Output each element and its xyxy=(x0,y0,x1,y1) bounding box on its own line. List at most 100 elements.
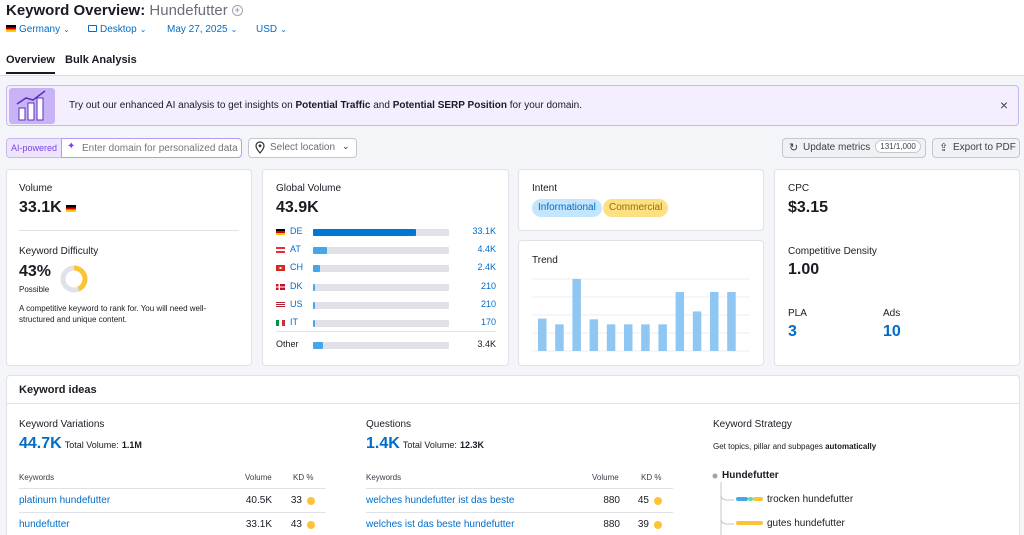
trend-bar[interactable] xyxy=(606,324,616,351)
domain-input[interactable] xyxy=(61,138,242,158)
trend-bar[interactable] xyxy=(675,291,685,351)
country-volume[interactable]: 2.4K xyxy=(477,262,496,273)
trend-bar[interactable] xyxy=(710,291,719,351)
keyword-link[interactable]: platinum hundefutter xyxy=(19,495,111,506)
chevron-down-icon: ⌄ xyxy=(63,25,70,34)
currency-selector[interactable]: USD ⌄ xyxy=(256,24,287,35)
country-code[interactable]: CH xyxy=(290,262,303,273)
refresh-icon: ↻ xyxy=(789,142,799,154)
country-volume[interactable]: 33.1K xyxy=(472,226,496,236)
volume-bar-fill xyxy=(313,320,315,327)
chevron-down-icon: ⌄ xyxy=(280,25,287,34)
tab-overview[interactable]: Overview xyxy=(6,54,55,74)
column-header-keywords: Keywords xyxy=(366,473,402,482)
trend-bar[interactable] xyxy=(727,291,736,351)
question-link[interactable]: welches ist das beste hundefutter xyxy=(366,519,515,530)
difficulty-arc xyxy=(60,265,88,293)
country-row-other: Other 3.4K xyxy=(276,339,496,349)
country-code[interactable]: DK xyxy=(290,280,303,291)
update-metrics-button[interactable]: ↻ Update metrics 131/1,000 xyxy=(782,138,926,158)
country-volume[interactable]: 4.4K xyxy=(477,244,496,255)
banner-text: Try out our enhanced AI analysis to get … xyxy=(69,100,583,111)
keyword-link[interactable]: hundefutter xyxy=(19,519,70,530)
country-volume[interactable]: 170 xyxy=(480,317,496,327)
export-pdf-button[interactable]: ⇪ Export to PDF xyxy=(932,138,1020,158)
ads-value[interactable]: 10 xyxy=(883,323,901,340)
germany-flag-icon xyxy=(66,205,77,212)
chevron-down-icon: ⌄ xyxy=(139,25,147,34)
question-kd: 45 xyxy=(637,495,649,506)
it-flag-icon xyxy=(276,320,285,326)
us-flag-icon xyxy=(276,301,285,308)
country-row-us: US 210 xyxy=(276,299,496,311)
strategy-subtopic[interactable]: gutes hundefutter xyxy=(767,518,845,529)
country-code[interactable]: DE xyxy=(290,226,303,236)
column-header-keywords: Keywords xyxy=(19,473,55,482)
country-code[interactable]: US xyxy=(290,298,303,309)
update-count-badge: 131/1,000 xyxy=(875,140,921,153)
trend-bar[interactable] xyxy=(555,324,564,351)
divider xyxy=(366,512,673,513)
kd-status-dot xyxy=(307,497,315,505)
chevron-down-icon: ⌄ xyxy=(342,141,350,151)
country-code[interactable]: IT xyxy=(290,317,298,327)
de-flag-icon xyxy=(276,229,285,235)
database-selector[interactable]: Germany ⌄ xyxy=(6,24,70,38)
trend-bar[interactable] xyxy=(624,324,633,351)
keyword-volume: 40.5K xyxy=(245,495,272,506)
intent-chip-commercial: Commercial xyxy=(603,199,669,217)
trend-bar[interactable] xyxy=(658,324,667,351)
trend-chart xyxy=(532,278,750,352)
keyword-variations-label: Keyword Variations xyxy=(19,419,105,430)
volume-card xyxy=(6,169,252,366)
add-keyword-icon[interactable]: + xyxy=(231,5,243,16)
trend-bar[interactable] xyxy=(692,311,702,351)
difficulty-description-line-1: A competitive keyword to rank for. You w… xyxy=(19,304,207,313)
strategy-root-topic[interactable]: Hundefutter xyxy=(722,470,779,481)
pla-value[interactable]: 3 xyxy=(788,323,797,340)
kd-status-dot xyxy=(654,497,662,505)
volume-label: Volume xyxy=(19,183,53,194)
kd-status-dot xyxy=(307,521,315,529)
trend-bar[interactable] xyxy=(589,319,599,351)
strategy-bar-yellow xyxy=(753,497,763,501)
strategy-subtopic[interactable]: trocken hundefutter xyxy=(767,494,854,505)
location-pin-icon xyxy=(255,141,265,154)
keyword-ideas-title: Keyword ideas xyxy=(19,384,97,396)
cpc-label: CPC xyxy=(788,183,810,194)
close-icon[interactable]: × xyxy=(999,97,1008,113)
germany-flag-icon xyxy=(6,25,16,32)
volume-bar-track xyxy=(313,320,449,327)
keyword-kd: 43 xyxy=(290,519,302,530)
trend-bar[interactable] xyxy=(641,324,650,351)
keyword-difficulty-value: 43% xyxy=(19,263,52,280)
pla-label: PLA xyxy=(788,308,807,319)
ai-powered-badge: AI-powered xyxy=(6,138,62,158)
page-header: Keyword Overview: Hundefutter + Germany ⌄ … xyxy=(0,0,1024,76)
date-selector[interactable]: May 27, 2025 ⌄ xyxy=(167,24,238,35)
country-row-ch: CH 2.4K xyxy=(276,262,496,274)
tab-bulk-analysis[interactable]: Bulk Analysis xyxy=(65,54,137,66)
column-header-volume: Volume xyxy=(245,473,272,482)
trend-bar[interactable] xyxy=(538,318,547,351)
country-volume[interactable]: 210 xyxy=(480,280,496,291)
volume-bar-track xyxy=(313,247,449,255)
competitive-density-value: 1.00 xyxy=(788,261,820,278)
question-volume: 880 xyxy=(603,519,620,530)
volume-bar-track xyxy=(313,342,449,349)
country-row-de: DE 33.1K xyxy=(276,226,496,238)
keyword-volume: 33.1K xyxy=(245,519,272,530)
country-row-it: IT 170 xyxy=(276,317,496,329)
keyword-kd: 33 xyxy=(290,495,302,506)
device-selector[interactable]: Desktop ⌄ xyxy=(88,24,146,38)
strategy-bar-blue xyxy=(736,497,748,501)
country-code[interactable]: AT xyxy=(290,244,301,255)
country-volume[interactable]: 210 xyxy=(480,298,496,309)
column-header-volume: Volume xyxy=(592,473,619,482)
global-volume-label: Global Volume xyxy=(276,183,342,194)
trend-bar[interactable] xyxy=(572,279,581,351)
dk-flag-icon xyxy=(276,283,285,290)
question-link[interactable]: welches hundefutter ist das beste xyxy=(366,495,515,506)
location-select[interactable]: Select location xyxy=(248,138,357,158)
volume-bar-track xyxy=(313,301,449,309)
